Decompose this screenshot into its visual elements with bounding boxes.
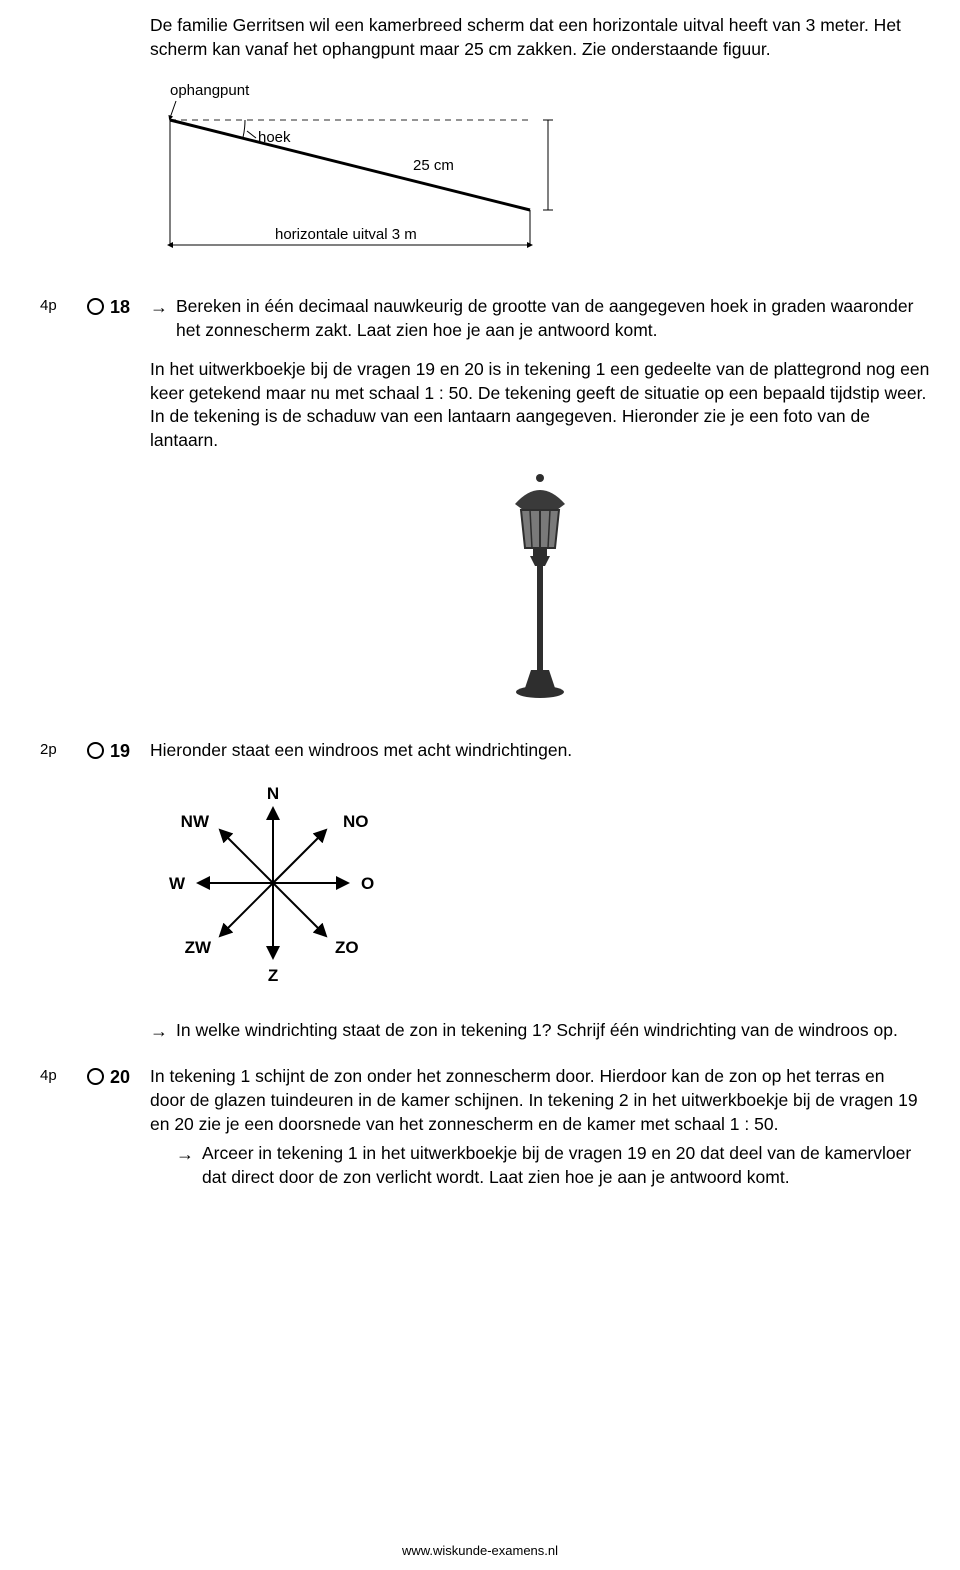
diagram-label-ophangpunt: ophangpunt — [170, 82, 250, 99]
q20-task-text: Arceer in tekening 1 in het uitwerkboekj… — [202, 1142, 920, 1189]
q19-mark — [80, 739, 110, 766]
lamp-neck — [533, 548, 547, 556]
diagram-label-hoek: hoek — [258, 129, 291, 146]
circle-icon — [87, 1068, 104, 1085]
diagram-label-25cm: 25 cm — [413, 157, 454, 174]
compass-arrow-zo — [273, 883, 323, 933]
diagram-label-uitval: horizontale uitval 3 m — [275, 226, 417, 243]
circle-icon — [87, 742, 104, 759]
lamp-pole — [537, 566, 543, 670]
lantern-figure — [150, 470, 930, 707]
compass-label-nw: NW — [181, 812, 210, 831]
q19-intro: Hieronder staat een windroos met acht wi… — [150, 739, 920, 763]
diagram-hoek-tick — [247, 131, 256, 138]
awning-diagram: ophangpunt hoek 25 cm horizontale uitval… — [150, 75, 920, 277]
q18-mark — [80, 295, 110, 322]
q18-number: 18 — [110, 295, 150, 319]
q20-mark — [80, 1065, 110, 1092]
compass-rose: N NO O ZO Z ZW — [150, 768, 920, 1005]
q19-question: In welke windrichting staat de zon in te… — [176, 1019, 920, 1043]
diagram-angle-arc — [243, 120, 245, 138]
question-18-row: 4p 18 → Bereken in één decimaal nauwkeur… — [40, 295, 920, 342]
arrow-icon: → — [150, 1019, 176, 1043]
q18-points: 4p — [40, 295, 80, 316]
question-20-row: 4p 20 In tekening 1 schijnt de zon onder… — [40, 1065, 920, 1189]
q20-number: 20 — [110, 1065, 150, 1089]
diagram-awning-line — [170, 120, 530, 210]
lamp-base-taper — [525, 670, 555, 688]
q19-points: 2p — [40, 739, 80, 760]
compass-label-z: Z — [268, 966, 278, 985]
question-19-row: 2p 19 Hieronder staat een windroos met a… — [40, 739, 920, 1044]
compass-label-w: W — [169, 874, 186, 893]
compass-arrow-nw — [224, 834, 274, 884]
compass-label-zo: ZO — [335, 938, 359, 957]
arrow-icon: → — [150, 295, 176, 319]
arrow-icon: → — [176, 1142, 202, 1166]
diagram-pointer — [170, 101, 176, 118]
lamp-finial — [536, 474, 544, 482]
lamp-collar — [530, 556, 550, 566]
q18-text: Bereken in één decimaal nauwkeurig de gr… — [176, 295, 920, 342]
lamp-cap — [515, 490, 565, 510]
circle-icon — [87, 298, 104, 315]
compass-arrow-zw — [224, 883, 274, 933]
q20-main-text: In tekening 1 schijnt de zon onder het z… — [150, 1065, 920, 1136]
paragraph-between: In het uitwerkboekje bij de vragen 19 en… — [150, 358, 930, 453]
q19-number: 19 — [110, 739, 150, 763]
compass-label-zw: ZW — [185, 938, 212, 957]
page-footer: www.wiskunde-examens.nl — [0, 1542, 960, 1560]
compass-label-n: N — [267, 784, 279, 803]
q20-points: 4p — [40, 1065, 80, 1086]
compass-arrow-no — [273, 834, 323, 884]
compass-label-o: O — [361, 874, 374, 893]
intro-paragraph: De familie Gerritsen wil een kamerbreed … — [150, 14, 930, 61]
compass-label-no: NO — [343, 812, 369, 831]
lamp-base-foot — [516, 686, 564, 698]
